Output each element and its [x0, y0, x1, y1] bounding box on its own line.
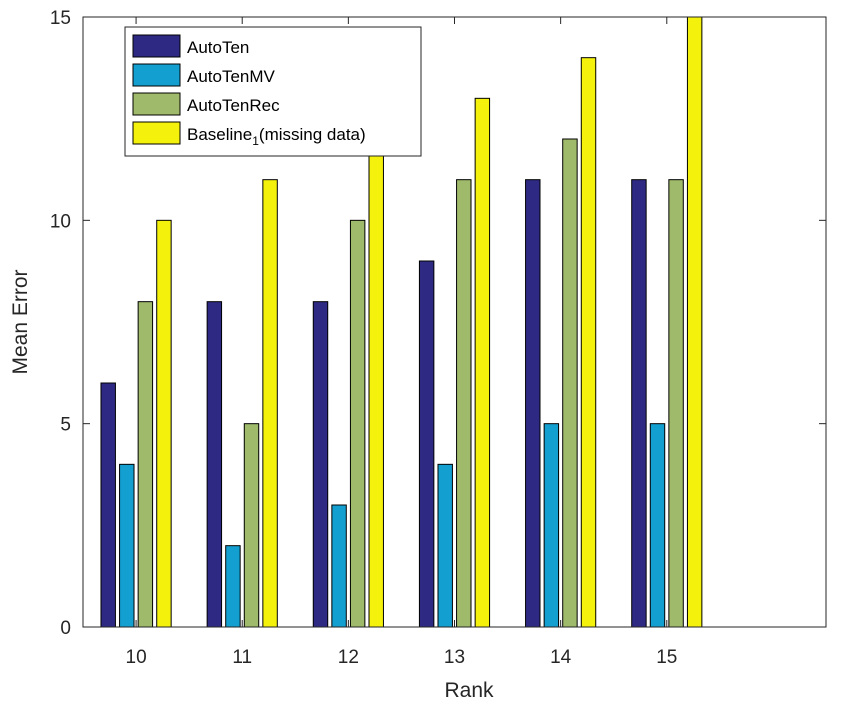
- x-tick-label: 11: [232, 647, 252, 668]
- legend-swatch: [132, 34, 181, 58]
- y-tick-label: 10: [50, 211, 71, 232]
- bar-baseline-13: [474, 97, 491, 628]
- bar-autotenmv-15: [649, 423, 666, 628]
- legend-label: AutoTen: [187, 38, 249, 57]
- bar-baseline-11: [262, 179, 278, 628]
- bar-autoten-12: [312, 301, 329, 628]
- x-tick-label: 13: [444, 647, 465, 668]
- bar-autotenmv-14: [543, 423, 560, 628]
- legend-label: AutoTenRec: [187, 96, 280, 115]
- bar-autotenrec-14: [562, 138, 578, 628]
- x-tick-label: 14: [550, 647, 572, 668]
- bar-baseline-14: [580, 57, 597, 628]
- bar-autotenrec-11: [243, 423, 260, 628]
- y-axis-label: Mean Error: [9, 269, 32, 374]
- bar-autotenrec-10: [137, 301, 154, 628]
- y-tick-label: 0: [60, 618, 71, 639]
- axes-group: 0 5 10 15 10 11 12 13 14 15: [50, 8, 827, 668]
- x-tick-label: 15: [656, 647, 677, 668]
- bar-baseline-12: [368, 138, 384, 628]
- y-tick-label: 15: [50, 8, 71, 29]
- bar-autoten-13: [418, 260, 435, 628]
- legend-label: AutoTenMV: [187, 67, 276, 86]
- bar-autotenmv-11: [225, 545, 241, 628]
- bar-baseline-15: [686, 16, 703, 628]
- legend-label: Baseline1(missing data): [187, 125, 366, 148]
- legend-swatch: [132, 63, 181, 87]
- bar-autotenmv-12: [331, 504, 347, 628]
- bar-autotenmv-13: [437, 463, 453, 628]
- y-tick-label: 5: [60, 415, 71, 436]
- bar-autoten-15: [631, 179, 647, 628]
- x-tick-label: 12: [338, 647, 359, 668]
- bar-baseline-10: [156, 219, 172, 628]
- bar-autotenrec-12: [349, 219, 366, 628]
- legend-swatch: [132, 121, 181, 145]
- legend: AutoTen AutoTenMV AutoTenRec Baseline1(miss…: [124, 26, 422, 157]
- bar-autotenmv-10: [119, 463, 135, 628]
- legend-swatch: [132, 92, 181, 116]
- bar-autotenrec-15: [668, 179, 684, 628]
- bar-autoten-14: [525, 179, 541, 628]
- bar-autoten-10: [100, 382, 116, 628]
- bar-autotenrec-13: [456, 179, 472, 628]
- bar-autoten-11: [206, 301, 223, 628]
- x-axis-label: Rank: [444, 679, 494, 702]
- x-tick-label: 10: [126, 647, 147, 668]
